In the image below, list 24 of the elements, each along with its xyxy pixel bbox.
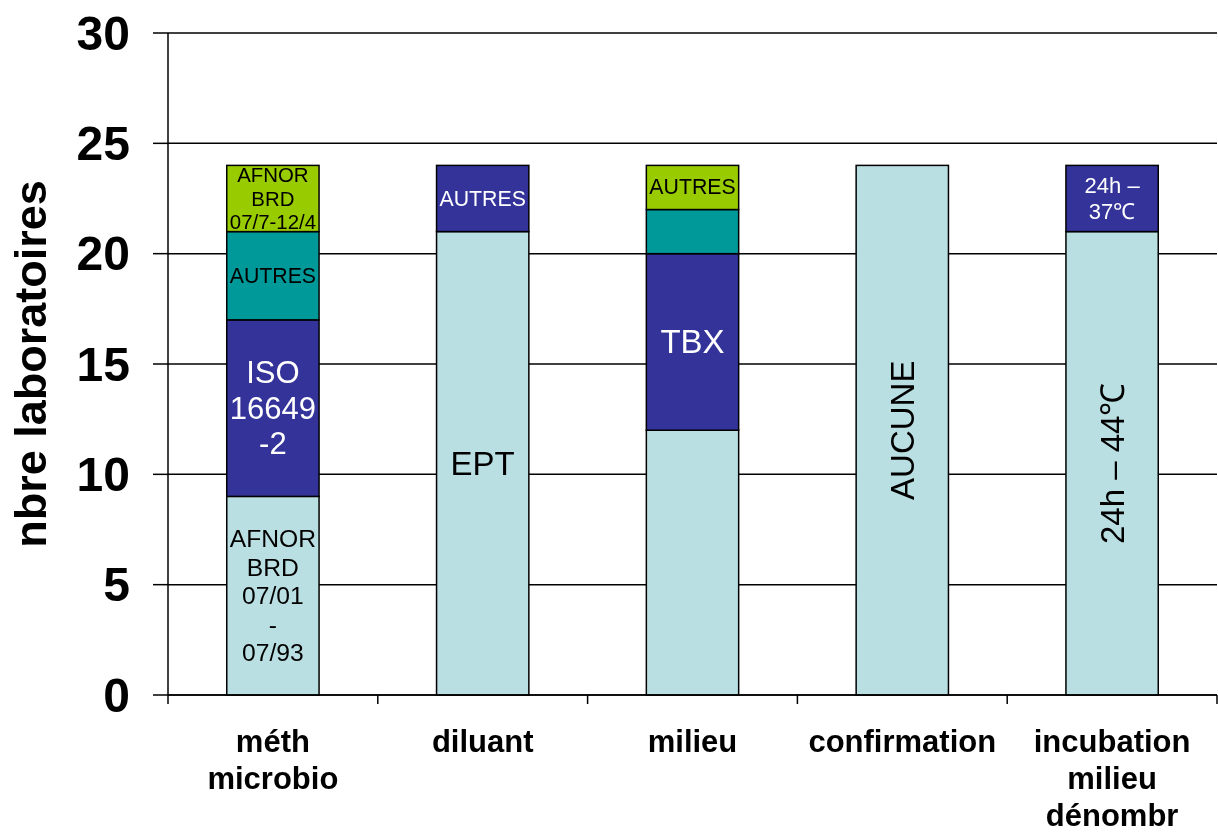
- series-label: AUTRES: [439, 186, 526, 211]
- y-tick-label: 25: [76, 116, 130, 170]
- y-tick-label: 5: [103, 558, 130, 612]
- x-tick-label: diluant: [431, 723, 534, 759]
- y-tick-label: 15: [76, 337, 130, 391]
- series-label: AFNOR BRD 07/7-12/4: [229, 164, 317, 233]
- y-tick-label: 10: [76, 447, 130, 501]
- series-label: AUTRES: [649, 175, 736, 200]
- y-tick-label: 30: [76, 6, 130, 60]
- y-tick-label: 0: [103, 668, 130, 722]
- series-label: ISO 16649-2: [229, 354, 317, 462]
- series-label: AFNOR BRD 07/01 - 07/93: [229, 525, 317, 666]
- x-tick-label: incubation milieu dénombr: [1033, 723, 1191, 833]
- y-axis-title: nbre laboratoires: [4, 180, 56, 548]
- series-label: 24h – 44℃: [1093, 382, 1131, 545]
- x-tick-label: confirmation: [808, 723, 997, 759]
- series-label: EPT: [450, 444, 515, 482]
- series-label: TBX: [660, 323, 725, 361]
- x-tick-label: méth microbio: [207, 723, 339, 796]
- y-tick-label: 20: [76, 227, 130, 281]
- series-label: 24h – 37℃: [1084, 173, 1141, 224]
- x-tick-label: milieu: [647, 723, 738, 759]
- series-label: AUCUNE: [883, 360, 921, 500]
- series-label: AUTRES: [229, 263, 317, 288]
